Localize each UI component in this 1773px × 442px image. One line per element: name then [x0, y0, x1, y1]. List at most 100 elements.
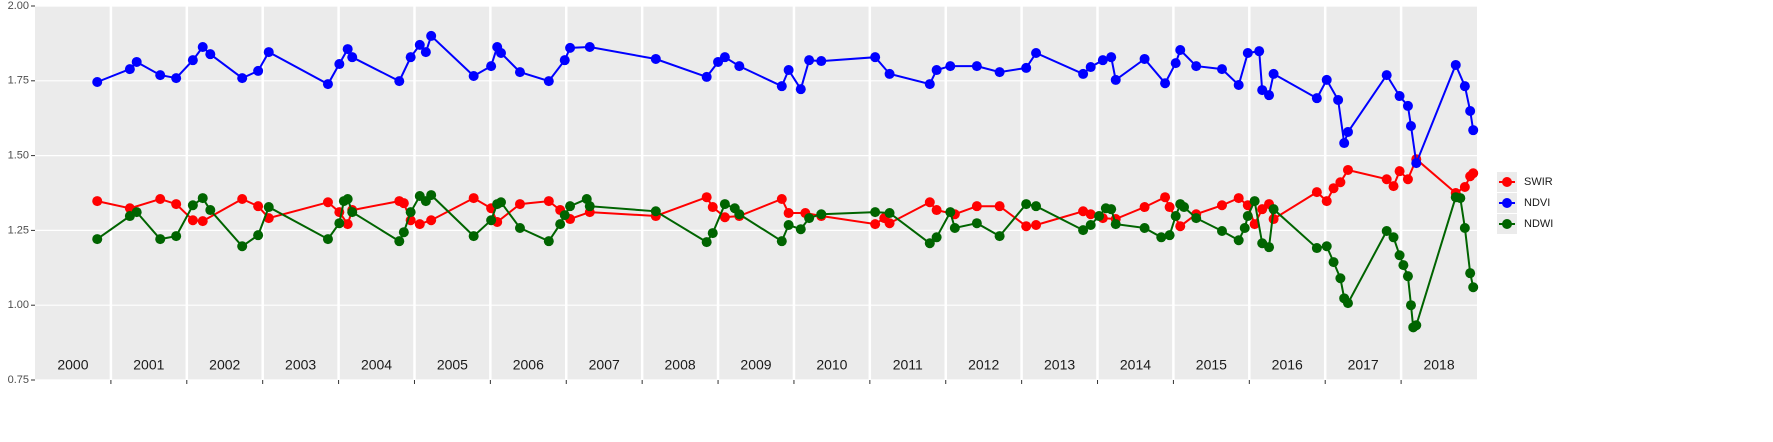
- y-tick-label: 1.50: [8, 150, 29, 162]
- data-point: [263, 202, 274, 213]
- data-point: [237, 193, 248, 204]
- year-label: 2011: [893, 357, 923, 373]
- data-point: [1342, 126, 1353, 137]
- data-point: [1031, 47, 1042, 58]
- data-point: [1164, 202, 1175, 213]
- data-point: [171, 231, 182, 242]
- data-point: [514, 223, 525, 234]
- data-point: [1164, 230, 1175, 241]
- data-point: [1156, 232, 1167, 243]
- data-point: [707, 228, 718, 239]
- data-point: [565, 201, 576, 212]
- data-point: [795, 84, 806, 95]
- data-point: [1342, 298, 1353, 309]
- data-point: [1139, 202, 1150, 213]
- data-point: [1381, 225, 1392, 236]
- data-point: [1342, 164, 1353, 175]
- data-point: [197, 193, 208, 204]
- data-point: [405, 52, 416, 63]
- data-point: [1411, 320, 1422, 331]
- data-point: [205, 205, 216, 216]
- data-point: [994, 67, 1005, 78]
- data-point: [884, 218, 895, 229]
- legend-dot: [1502, 219, 1512, 229]
- data-point: [187, 215, 198, 226]
- data-point: [1335, 177, 1346, 188]
- data-point: [1388, 181, 1399, 192]
- year-label: 2016: [1272, 357, 1303, 373]
- data-point: [783, 65, 794, 76]
- data-point: [559, 55, 570, 66]
- data-point: [931, 65, 942, 76]
- data-point: [1216, 64, 1227, 75]
- data-point: [1402, 271, 1413, 282]
- data-point: [1233, 193, 1244, 204]
- data-point: [495, 47, 506, 58]
- year-label: 2004: [361, 357, 392, 373]
- data-point: [870, 207, 881, 218]
- data-point: [155, 193, 166, 204]
- data-point: [468, 71, 479, 82]
- data-point: [514, 67, 525, 78]
- data-point: [1216, 225, 1227, 236]
- data-point: [1179, 202, 1190, 213]
- data-point: [1311, 243, 1322, 254]
- data-point: [1465, 106, 1476, 117]
- data-point: [1078, 68, 1089, 79]
- data-point: [1031, 220, 1042, 231]
- data-point: [1254, 46, 1265, 57]
- data-point: [253, 201, 264, 212]
- data-point: [131, 207, 142, 218]
- data-point: [1021, 199, 1032, 210]
- data-point: [253, 65, 264, 76]
- data-point: [187, 55, 198, 66]
- data-point: [1455, 193, 1466, 204]
- data-point: [155, 234, 166, 245]
- year-label: 2008: [665, 357, 696, 373]
- year-label: 2003: [285, 357, 316, 373]
- data-point: [420, 47, 431, 58]
- data-point: [1106, 52, 1117, 63]
- data-point: [187, 200, 198, 211]
- data-point: [1170, 58, 1181, 69]
- data-point: [584, 41, 595, 52]
- year-label: 2001: [133, 357, 164, 373]
- data-point: [884, 208, 895, 219]
- data-point: [171, 199, 182, 210]
- data-point: [783, 220, 794, 231]
- data-point: [559, 210, 570, 221]
- year-label: 2018: [1423, 357, 1454, 373]
- data-point: [334, 218, 345, 229]
- data-point: [1468, 168, 1479, 179]
- data-point: [1405, 300, 1416, 311]
- data-point: [1242, 211, 1253, 222]
- data-point: [543, 196, 554, 207]
- data-point: [347, 52, 358, 63]
- data-point: [707, 202, 718, 213]
- data-point: [816, 56, 827, 67]
- data-point: [1085, 62, 1096, 73]
- year-label: 2012: [968, 357, 999, 373]
- data-point: [1459, 182, 1470, 193]
- legend-label: NDWI: [1524, 218, 1553, 230]
- data-point: [342, 44, 353, 55]
- data-point: [884, 68, 895, 79]
- data-point: [924, 79, 935, 90]
- data-point: [701, 71, 712, 82]
- data-point: [1160, 192, 1171, 203]
- y-tick-label: 1.00: [8, 299, 29, 311]
- data-point: [931, 232, 942, 243]
- data-point: [1268, 68, 1279, 79]
- data-point: [468, 231, 479, 242]
- data-point: [719, 52, 730, 63]
- data-point: [322, 234, 333, 245]
- data-point: [347, 207, 358, 218]
- data-point: [1242, 47, 1253, 58]
- data-point: [971, 218, 982, 229]
- legend-dot: [1502, 177, 1512, 187]
- data-point: [197, 216, 208, 227]
- data-point: [1031, 201, 1042, 212]
- data-point: [804, 55, 815, 66]
- data-point: [1402, 100, 1413, 111]
- data-point: [1191, 213, 1202, 224]
